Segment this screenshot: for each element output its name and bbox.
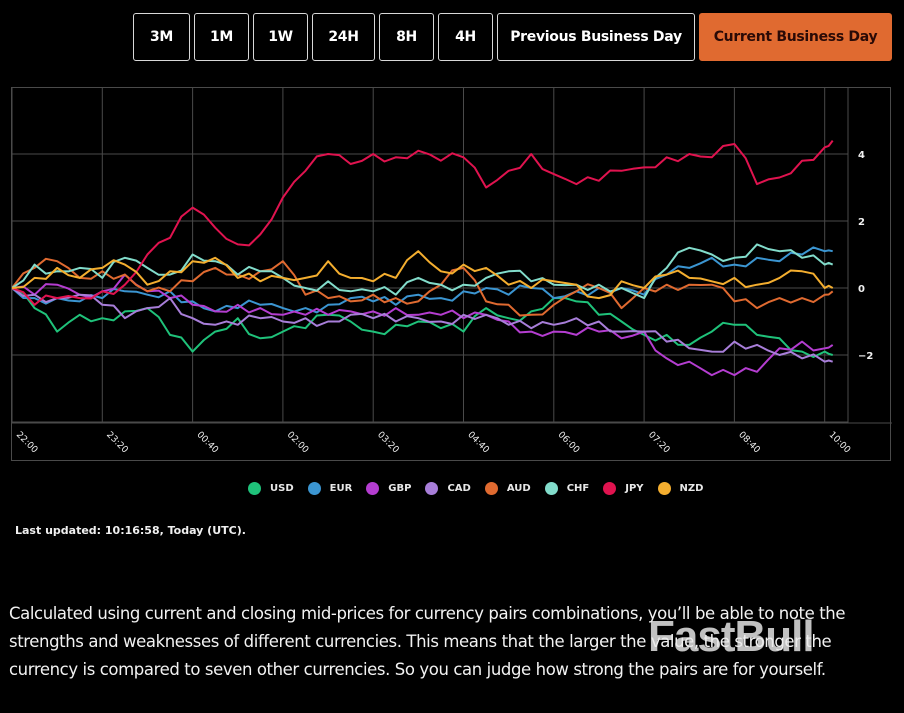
- x-tick-label: 22:00: [14, 430, 40, 456]
- x-tick-label: 03:20: [375, 430, 401, 456]
- legend-dot-icon: [484, 482, 498, 495]
- legend-dot-icon: [425, 482, 439, 495]
- last-updated-text: Last updated: 10:16:58, Today (UTC).: [15, 524, 246, 537]
- x-tick-label: 02:00: [285, 430, 311, 456]
- x-tick-label: 00:40: [194, 430, 220, 456]
- legend-label: JPY: [625, 483, 644, 494]
- legend-item-aud[interactable]: AUD: [484, 482, 531, 495]
- range-button-1m[interactable]: 1M: [194, 13, 249, 61]
- range-button-current-business-day[interactable]: Current Business Day: [699, 13, 892, 61]
- legend-item-usd[interactable]: USD: [248, 482, 294, 495]
- legend-label: CHF: [566, 483, 590, 494]
- series-line-eur[interactable]: [12, 246, 833, 314]
- legend-dot-icon: [307, 482, 321, 495]
- x-tick-label: 23:20: [104, 430, 130, 456]
- series-line-chf[interactable]: [12, 243, 834, 300]
- legend-dot-icon: [657, 482, 671, 495]
- line-chart-plot: −2 0 2 4 22:00 23:20 00:40 02:00 03:20 04:40 06:00…: [12, 88, 892, 456]
- y-tick-label: 2: [858, 217, 865, 228]
- legend-label: AUD: [506, 483, 531, 494]
- series-line-cad[interactable]: [12, 287, 833, 363]
- y-tick-label: −2: [858, 351, 873, 362]
- y-tick-label: 4: [858, 150, 865, 161]
- legend-dot-icon: [366, 482, 380, 495]
- range-button-3m[interactable]: 3M: [133, 13, 190, 61]
- chart-legend: USD EUR GBP CAD AUD CHF JPY NZD: [248, 482, 717, 495]
- series-line-nzd[interactable]: [12, 250, 834, 300]
- range-button-4h[interactable]: 4H: [438, 13, 493, 61]
- legend-dot-icon: [544, 482, 558, 495]
- x-tick-label: 06:00: [556, 430, 582, 456]
- x-tick-label: 07:20: [646, 430, 672, 456]
- legend-label: EUR: [329, 483, 353, 494]
- legend-dot-icon: [603, 482, 617, 495]
- legend-item-eur[interactable]: EUR: [307, 482, 353, 495]
- range-button-1w[interactable]: 1W: [253, 13, 308, 61]
- series-line-jpy[interactable]: [12, 139, 834, 306]
- x-tick-label: 10:00: [827, 430, 853, 456]
- legend-label: NZD: [679, 483, 704, 494]
- legend-dot-icon: [248, 482, 261, 495]
- legend-item-cad[interactable]: CAD: [425, 482, 471, 495]
- legend-item-chf[interactable]: CHF: [544, 482, 590, 495]
- legend-label: CAD: [447, 483, 471, 494]
- series-line-gbp[interactable]: [12, 273, 834, 377]
- x-tick-label: 04:40: [465, 430, 491, 456]
- series-line-aud[interactable]: [12, 257, 834, 317]
- legend-label: GBP: [388, 483, 412, 494]
- range-button-8h[interactable]: 8H: [379, 13, 434, 61]
- currency-strength-chart: −2 0 2 4 22:00 23:20 00:40 02:00 03:20 04:40 06:00…: [11, 87, 892, 461]
- legend-label: USD: [270, 483, 294, 494]
- y-tick-label: 0: [858, 284, 865, 295]
- legend-item-gbp[interactable]: GBP: [366, 482, 411, 495]
- legend-item-nzd[interactable]: NZD: [657, 482, 704, 495]
- description-paragraph: Calculated using current and closing mid…: [9, 604, 846, 679]
- range-button-previous-business-day[interactable]: Previous Business Day: [497, 13, 695, 61]
- legend-item-jpy[interactable]: JPY: [603, 482, 644, 495]
- range-button-24h[interactable]: 24H: [312, 13, 375, 61]
- x-tick-label: 08:40: [736, 430, 762, 456]
